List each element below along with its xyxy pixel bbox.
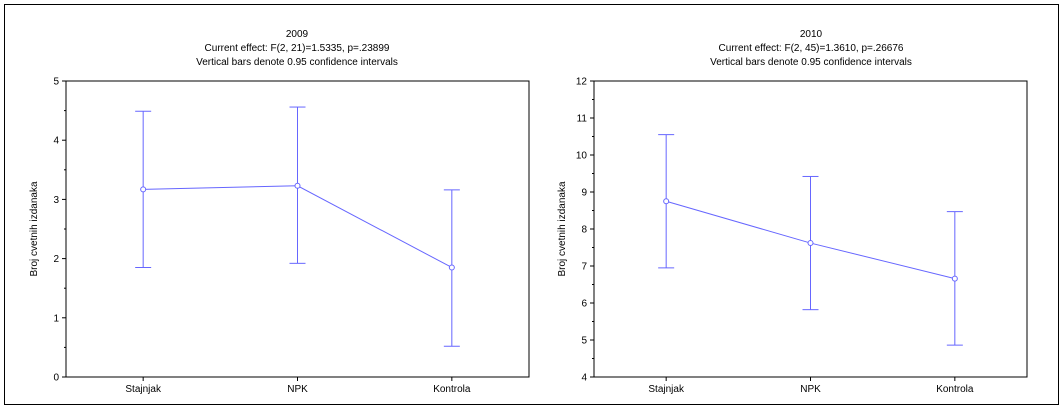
- y-tick-label: 12: [576, 77, 588, 88]
- y-tick-label: 2: [53, 254, 59, 265]
- data-point: [663, 198, 670, 205]
- chart-note: Vertical bars denote 0.95 confidence int…: [196, 57, 398, 68]
- x-tick-label: Stajnjak: [648, 384, 685, 395]
- x-tick-label: Kontrola: [936, 384, 974, 395]
- y-tick-label: 3: [53, 195, 59, 206]
- chart-panel-1: 2010 Current effect: F(2, 45)=1.3610, p=.…: [557, 29, 1028, 395]
- x-tick-label: NPK: [287, 384, 308, 395]
- y-axis-label: Broj cvetnih izdanaka: [557, 181, 568, 276]
- chart-panel-0: 2009 Current effect: F(2, 21)=1.5335, p=.…: [29, 29, 530, 395]
- y-tick-label: 9: [581, 188, 587, 199]
- x-tick-label: NPK: [800, 384, 821, 395]
- chart-note: Vertical bars denote 0.95 confidence int…: [710, 57, 912, 68]
- figure-frame: [4, 4, 1059, 405]
- data-point: [448, 264, 455, 271]
- y-tick-label: 4: [581, 373, 587, 384]
- chart-subtitle: Current effect: F(2, 21)=1.5335, p=.2389…: [205, 43, 390, 54]
- data-point: [294, 182, 301, 189]
- x-tick-label: Kontrola: [433, 384, 471, 395]
- y-tick-label: 1: [53, 313, 59, 324]
- y-tick-label: 10: [576, 151, 588, 162]
- y-tick-label: 8: [581, 225, 587, 236]
- y-tick-label: 5: [581, 336, 587, 347]
- data-point: [807, 240, 814, 247]
- data-point: [951, 275, 958, 282]
- y-tick-label: 5: [53, 77, 59, 88]
- x-tick-label: Stajnjak: [125, 384, 162, 395]
- y-tick-label: 4: [53, 136, 59, 147]
- chart-title: 2010: [800, 29, 823, 40]
- y-tick-label: 7: [581, 262, 587, 273]
- y-tick-label: 6: [581, 299, 587, 310]
- y-tick-label: 0: [53, 373, 59, 384]
- y-tick-label: 11: [577, 114, 588, 125]
- y-axis-label: Broj cvetnih izdanaka: [29, 181, 40, 276]
- data-point: [140, 186, 147, 193]
- chart-subtitle: Current effect: F(2, 45)=1.3610, p=.2667…: [719, 43, 904, 54]
- chart-title: 2009: [286, 29, 309, 40]
